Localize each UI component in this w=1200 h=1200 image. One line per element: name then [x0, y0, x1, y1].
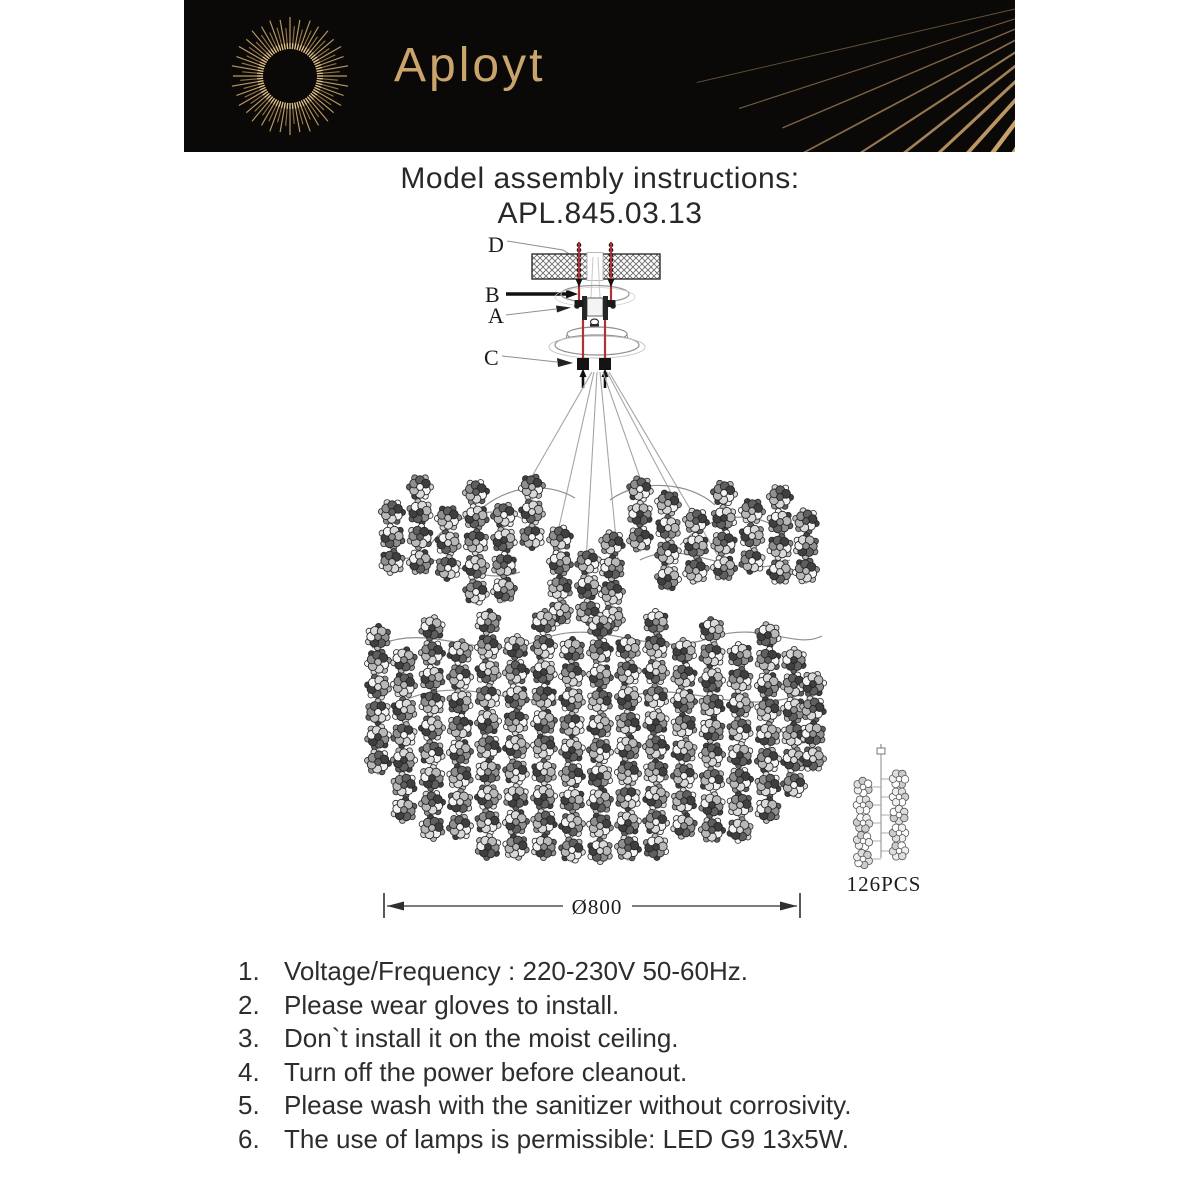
mount-screws [574, 242, 616, 359]
model-number: APL.845.03.13 [497, 197, 703, 230]
item-number: 1. [238, 956, 260, 986]
label-a-arrowhead [556, 305, 571, 313]
label-c-arrowhead [557, 358, 573, 367]
item-number: 2. [238, 989, 260, 1020]
mount-bracket [586, 297, 604, 317]
item-text: Please wash with the sanitizer without c… [284, 1090, 852, 1120]
wire-connector-right [599, 358, 611, 370]
item-number: 3. [238, 1023, 260, 1053]
label-a-leader [505, 308, 557, 316]
insert-arrow-left [579, 368, 587, 377]
wire-connector-left [577, 358, 589, 370]
label-a: A [488, 303, 504, 328]
label-d: D [488, 232, 504, 257]
item-text: Please wear gloves to install. [284, 989, 620, 1020]
instruction-item: 1. Voltage/Frequency : 220-230V 50-60Hz. [238, 955, 851, 989]
suspension-wires [522, 371, 719, 581]
item-number: 6. [238, 1123, 260, 1154]
item-text: Turn off the power before cleanout. [284, 1056, 688, 1087]
label-c-leader [501, 355, 558, 363]
canopy-flange [554, 334, 640, 356]
brand-banner: Aployt [184, 0, 1015, 152]
label-b-arrowhead [566, 289, 578, 299]
item-number: 4. [238, 1056, 260, 1087]
junction-slot [586, 252, 604, 281]
brand-name: Aployt [394, 39, 546, 92]
insert-arrow-right [601, 368, 609, 377]
item-text: Voltage/Frequency : 220-230V 50-60Hz. [284, 956, 748, 986]
instruction-item: 5. Please wash with the sanitizer without… [238, 1089, 851, 1123]
label-b: B [485, 282, 500, 307]
item-number: 5. [238, 1090, 260, 1120]
sunburst-logo-icon [231, 17, 349, 135]
instructions-list: 1. Voltage/Frequency : 220-230V 50-60Hz. … [238, 955, 851, 1156]
instruction-item: 6. The use of lamps is permissible: LED G… [238, 1123, 851, 1157]
instruction-item: 3. Don`t install it on the moist ceiling. [238, 1022, 851, 1056]
instruction-item: 4. Turn off the power before cleanout. [238, 1056, 851, 1090]
chandelier-drawing [364, 473, 827, 865]
page-title: Model assembly instructions: [400, 162, 800, 195]
dimension-label: Ø800 [572, 895, 623, 919]
dim-arrow-right [780, 901, 797, 911]
gold-rays-decoration [696, 8, 1015, 152]
label-c: C [484, 345, 499, 370]
title-block: Model assembly instructions: APL.845.03.… [0, 161, 1200, 231]
item-text: The use of lamps is permissible: LED G9 … [284, 1123, 850, 1154]
dim-arrow-left [387, 901, 404, 911]
parts-detail-strand [852, 744, 910, 870]
dimension-line: Ø800 [383, 893, 801, 919]
mount-diagram: D B A C [484, 232, 661, 388]
item-text: Don`t install it on the moist ceiling. [284, 1023, 679, 1053]
instruction-item: 2. Please wear gloves to install. [238, 989, 851, 1023]
parts-count-label: 126PCS [847, 872, 922, 896]
